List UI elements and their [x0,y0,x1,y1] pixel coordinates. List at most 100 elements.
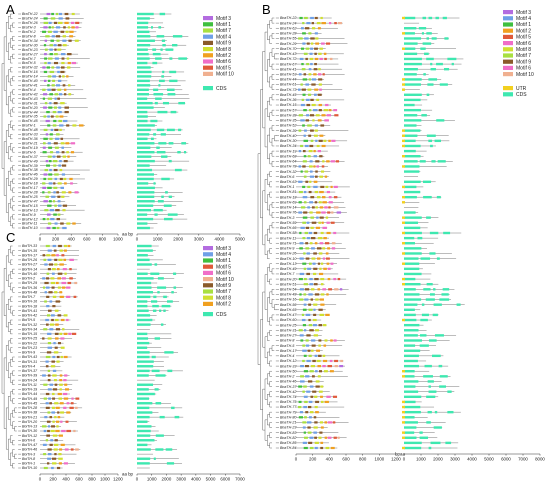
gene-row: BolTH-15 [22,332,172,336]
motif-box [302,149,306,153]
gene-row: BraTH-19 [22,146,172,150]
cds-exon [137,420,148,423]
gene-row: BnaTH-72 [280,57,464,61]
axis-unit: bp [395,452,400,457]
motif-box [319,242,324,245]
cds-exon [137,191,155,194]
motif-box [304,16,308,20]
motif-box [308,165,313,168]
cds-exon [150,300,158,303]
motif-box [319,57,323,61]
motif-box [46,351,52,354]
gene-name: BolTH-40 [22,272,37,276]
cds-exon [137,291,153,294]
gene-row: BnaTH-66 [280,226,428,230]
gene-name: BnaTH-33 [280,364,296,368]
cds-exon [404,441,422,445]
legend-label: UTR [516,86,527,92]
gene-name: BnaTH-66 [280,226,296,230]
motif-box [309,329,314,332]
motif-box [305,313,311,317]
motif-box [317,262,321,265]
motif-box [54,173,59,176]
gene-name: BolTH-41 [22,309,37,313]
motif-box [60,318,65,322]
motif-box [303,155,307,158]
motif-box [316,22,321,25]
gene-row: BolTH-18 [22,304,172,308]
motif-box [305,339,309,342]
motif-box [43,286,46,289]
gene-row: BnaTH-56 [280,303,465,307]
panel-a: A BraTH-22BraTH-24BraTH-26BraTH-3BraTH-2B… [1,2,245,242]
cds-exon [163,309,166,312]
motif-box [318,103,322,107]
motif-box [62,268,67,271]
cds-exon [137,106,154,109]
motif-box [43,70,48,74]
cds-exon [439,83,448,86]
cds-exon [161,177,170,181]
cds-exon [426,93,430,96]
motif-box [306,62,310,66]
axis-unit: aa [122,232,127,237]
motif-box [59,177,63,181]
gene-name: BraTH-37 [22,155,39,159]
gene-name: BnaTH-26 [280,252,296,256]
motif-box [309,436,314,439]
motif-box [334,22,337,25]
gene-row: BnaTH-46 [280,380,442,384]
gene-name: BnaTH-47 [280,313,297,317]
legend-swatch [503,86,513,91]
gene-name: BnaTH-29 [280,42,296,46]
motif-box [337,22,342,25]
motif-box [65,30,69,33]
motif-box [318,252,323,255]
cds-exon [404,370,415,373]
motif-box [45,286,50,289]
motif-box [43,328,48,331]
motif-box [46,420,51,423]
motif-box [58,106,62,109]
motif-box [312,318,317,322]
motif-box [313,180,318,183]
motif-box [42,277,46,280]
cds-exon [404,73,417,76]
motif-box [324,242,330,245]
motif-box [49,209,55,212]
motif-box [304,416,307,419]
gene-row: BraTH-26 [22,21,164,25]
gene-name: BnaTH-62 [280,26,296,30]
gene-name: BolTH-28 [22,406,37,410]
motif-box [48,182,53,185]
gene-name: BnaTH-37 [280,385,297,389]
motif-box [311,22,314,25]
cds-exon [137,369,150,373]
motif-box [318,436,322,439]
motif-box [51,411,56,414]
motif-box [64,272,67,275]
motif-box [299,288,304,291]
motif-box [64,12,69,16]
motif-box [50,128,54,132]
motif-box [65,420,69,423]
gene-name: BolTH-6 [22,438,35,442]
cds-exon [137,70,152,74]
motif-box [42,186,47,189]
motif-box [63,177,67,181]
motif-box [53,342,56,345]
cds-exon [137,392,155,396]
motif-box [49,443,53,446]
motif-box [302,359,305,363]
cds-exon [137,195,155,198]
motif-box [311,27,316,30]
motif-box [314,62,317,66]
motif-box [302,78,308,81]
gene-row: BnaTH-17 [280,349,430,353]
motif-box [57,314,62,317]
cds-exon [154,337,161,340]
cds-exon [137,208,152,212]
motif-box [52,155,56,158]
cds-exon [137,26,149,29]
gene-name: BolTH-42 [22,314,37,318]
